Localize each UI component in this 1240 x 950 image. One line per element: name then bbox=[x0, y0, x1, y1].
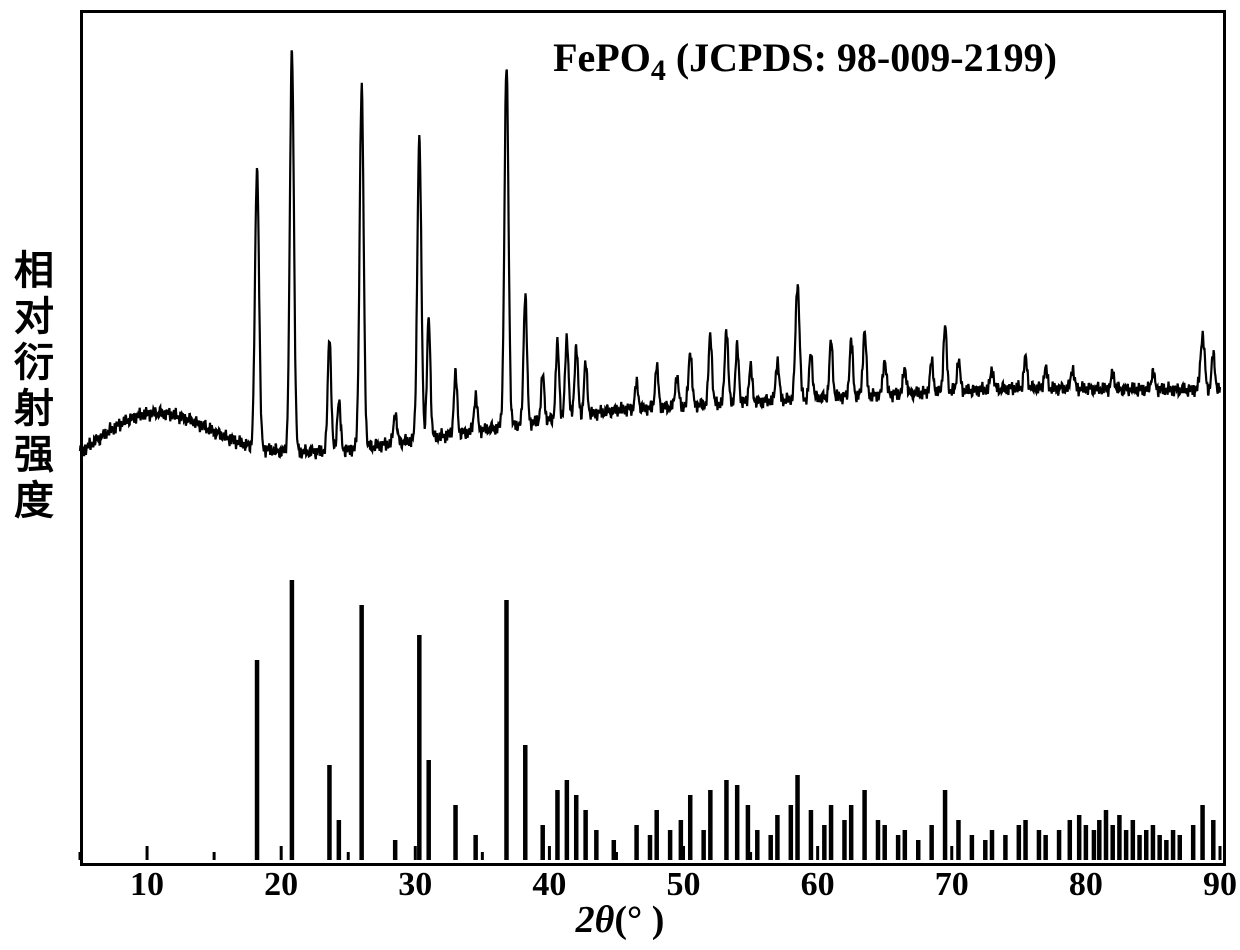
x-axis-label: 2θ(° ) bbox=[576, 898, 665, 942]
x-tick-label: 40 bbox=[524, 866, 574, 904]
x-tick-label: 30 bbox=[390, 866, 440, 904]
x-tick-label: 70 bbox=[927, 866, 977, 904]
x-tick-label: 20 bbox=[256, 866, 306, 904]
x-tick-label: 90 bbox=[1195, 866, 1240, 904]
x-tick-label: 50 bbox=[659, 866, 709, 904]
x-tick-label: 80 bbox=[1061, 866, 1111, 904]
x-tick-label: 10 bbox=[122, 866, 172, 904]
xrd-figure: 相对衍射强度 FePO4 (JCPDS: 98-009-2199) 2θ(° )… bbox=[0, 0, 1240, 950]
plot-svg bbox=[0, 0, 1240, 950]
x-tick-label: 60 bbox=[793, 866, 843, 904]
chart-annotation: FePO4 (JCPDS: 98-009-2199) bbox=[553, 34, 1057, 88]
